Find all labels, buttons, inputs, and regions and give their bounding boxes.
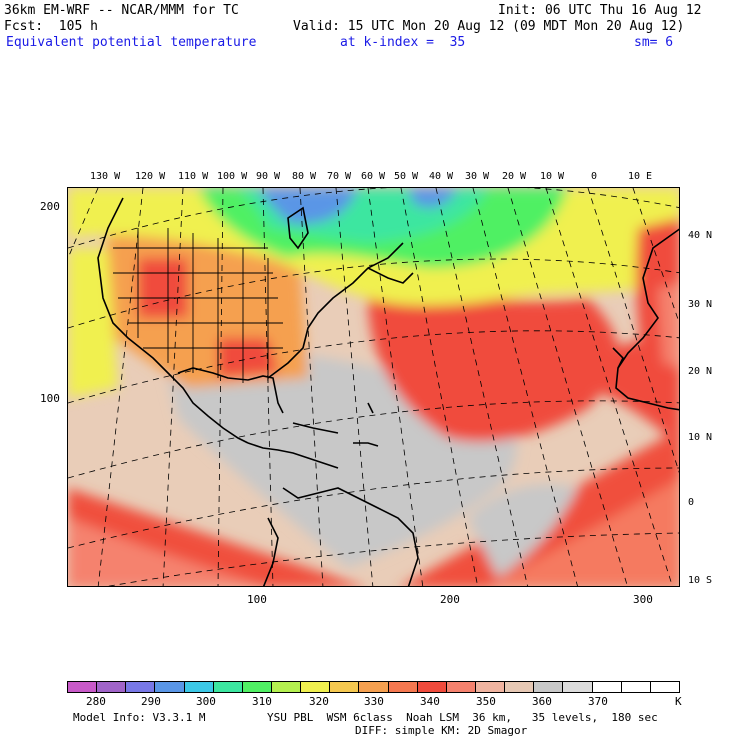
- colorbar-swatch: [505, 682, 535, 692]
- lon-label: 90 W: [256, 171, 281, 182]
- lon-label: 0: [591, 171, 598, 182]
- lat-label: 10 N: [688, 432, 713, 443]
- lon-label: 60 W: [361, 171, 386, 182]
- model-title: 36km EM-WRF -- NCAR/MMM for TC: [4, 3, 239, 18]
- lon-label: 70 W: [327, 171, 352, 182]
- colorbar-swatch: [330, 682, 360, 692]
- grid-y-label: 200: [40, 200, 60, 213]
- lon-label: 110 W: [178, 171, 209, 182]
- lon-label: 20 W: [502, 171, 527, 182]
- level-label: at k-index = 35: [340, 35, 466, 50]
- colorbar-swatch: [475, 682, 506, 692]
- colorbar-swatch: [301, 682, 331, 692]
- theta-e-map: [67, 187, 680, 587]
- lat-label: 30 N: [688, 299, 713, 310]
- grid-x-label: 300: [633, 593, 653, 606]
- colorbar-swatch: [592, 682, 622, 692]
- colorbar-swatch: [417, 682, 447, 692]
- lat-label: 10 S: [688, 575, 713, 586]
- colorbar-swatch: [359, 682, 389, 692]
- colorbar-swatch: [621, 682, 651, 692]
- forecast-hour: Fcst: 105 h: [4, 19, 98, 34]
- colorbar-swatch: [534, 682, 564, 692]
- colorbar-tick: 330: [364, 695, 384, 708]
- lon-label: 40 W: [429, 171, 454, 182]
- colorbar-swatch: [446, 682, 476, 692]
- diffusion-info: DIFF: simple KM: 2D Smagor: [355, 724, 528, 737]
- lon-label: 100 W: [217, 171, 248, 182]
- grid-y-label: 100: [40, 392, 60, 405]
- lat-label: 0: [688, 497, 695, 508]
- colorbar-tick: 310: [252, 695, 272, 708]
- colorbar-tick: 320: [309, 695, 329, 708]
- lon-label: 130 W: [90, 171, 121, 182]
- colorbar-swatch: [271, 682, 302, 692]
- smoothing-label: sm= 6: [634, 35, 674, 50]
- colorbar-tick: 350: [476, 695, 496, 708]
- colorbar-swatch: [126, 682, 156, 692]
- lat-label: 20 N: [688, 366, 713, 377]
- colorbar-unit: K: [675, 695, 682, 708]
- colorbar-swatch: [155, 682, 185, 692]
- colorbar-tick: 360: [532, 695, 552, 708]
- colorbar-swatch: [213, 682, 243, 692]
- colorbar-tick: 370: [588, 695, 608, 708]
- field-name: Equivalent potential temperature: [6, 35, 257, 50]
- colorbar-tick: 300: [196, 695, 216, 708]
- colorbar-swatch: [563, 682, 593, 692]
- grid-x-label: 200: [440, 593, 460, 606]
- lon-label: 30 W: [465, 171, 490, 182]
- colorbar-swatch: [650, 682, 679, 692]
- physics-info: YSU PBL WSM 6class Noah LSM 36 km, 35 le…: [267, 711, 658, 724]
- lon-label: 10 W: [540, 171, 565, 182]
- colorbar-tick: 280: [86, 695, 106, 708]
- colorbar-swatch: [97, 682, 127, 692]
- lon-label: 10 E: [628, 171, 653, 182]
- colorbar-tick: 340: [420, 695, 440, 708]
- lon-label: 80 W: [292, 171, 317, 182]
- state-borders: [113, 228, 283, 383]
- grid-x-label: 100: [247, 593, 267, 606]
- lon-label: 120 W: [135, 171, 166, 182]
- colorbar: [67, 681, 680, 693]
- colorbar-swatch: [388, 682, 418, 692]
- lon-label: 50 W: [394, 171, 419, 182]
- colorbar-tick: 290: [141, 695, 161, 708]
- colorbar-swatch: [184, 682, 214, 692]
- lat-label: 40 N: [688, 230, 713, 241]
- valid-time: Valid: 15 UTC Mon 20 Aug 12 (09 MDT Mon …: [293, 19, 685, 34]
- colorbar-swatch: [68, 682, 98, 692]
- init-time: Init: 06 UTC Thu 16 Aug 12: [498, 3, 702, 18]
- model-info: Model Info: V3.3.1 M: [73, 711, 206, 724]
- coastlines: [97, 197, 679, 586]
- lat-lon-grid: [68, 188, 679, 586]
- colorbar-swatch: [242, 682, 272, 692]
